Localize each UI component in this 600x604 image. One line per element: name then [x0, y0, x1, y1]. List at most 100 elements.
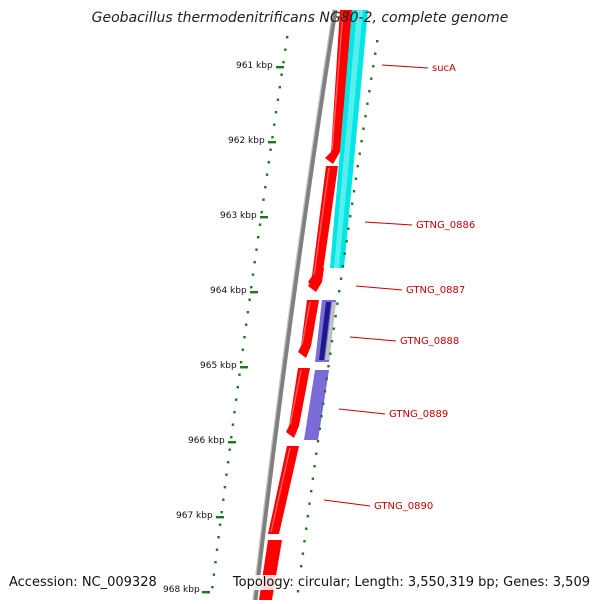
gc-dot: [284, 48, 287, 51]
gene-label-gtng-0886[interactable]: GTNG_0886: [416, 220, 475, 231]
gc-dot: [215, 548, 219, 551]
ruler-tick-964: [250, 291, 258, 294]
gc-dot: [322, 402, 325, 405]
gc-dot: [225, 473, 228, 476]
gc-dot: [236, 386, 239, 389]
gc-dot: [228, 448, 231, 451]
gc-dot: [212, 573, 216, 576]
gc-dot: [217, 536, 220, 539]
feature-gray-sliver: [325, 302, 336, 360]
ruler-label-967: 967 kbp: [176, 511, 213, 521]
feature-cyan-band[interactable]: [330, 10, 368, 268]
gc-dot: [329, 352, 332, 355]
ruler-tick-961: [276, 66, 284, 69]
gc-dot: [214, 561, 217, 564]
gc-dot: [248, 298, 251, 301]
gc-dot: [235, 398, 238, 401]
ruler: 961 kbp 962 kbp 963 kbp 964 kbp 965 kbp …: [163, 61, 284, 595]
gc-dot: [253, 261, 256, 264]
gc-dot: [332, 327, 335, 330]
gc-dot: [300, 565, 303, 568]
topology-text: Topology: circular; Length: 3,550,319 bp…: [232, 575, 590, 590]
ruler-tick-967: [216, 516, 224, 519]
gc-dot: [251, 273, 255, 276]
gc-dot: [230, 436, 233, 439]
gc-dot: [278, 86, 281, 89]
ruler-tick-962: [268, 141, 276, 144]
feature-purple-band-lower[interactable]: [304, 370, 329, 440]
gc-dot: [257, 236, 260, 239]
gc-dot: [341, 265, 345, 268]
gc-dot: [218, 523, 222, 526]
gc-dot: [239, 361, 243, 364]
gc-dot: [222, 498, 225, 501]
leader-line-gtng-0889: [338, 408, 386, 415]
gc-dot: [336, 302, 339, 305]
gc-dot: [351, 202, 354, 205]
gc-dot: [265, 173, 269, 176]
gc-dot: [370, 77, 373, 80]
gc-dot: [368, 90, 371, 93]
ruler-tick-966: [228, 441, 236, 444]
gc-dot: [267, 161, 270, 164]
gc-dot: [255, 248, 258, 251]
cds-feature-gtng-0886[interactable]: [308, 166, 338, 288]
gc-dot: [358, 152, 361, 155]
gene-label-gtng-0890[interactable]: GTNG_0890: [374, 501, 433, 512]
leader-line-gtng-0887: [355, 285, 403, 291]
gc-dot: [282, 61, 285, 64]
accession-text: Accession: NC_009328: [9, 575, 157, 590]
gc-dot: [273, 123, 276, 126]
ruler-label-962: 962 kbp: [228, 136, 265, 146]
gc-dot: [349, 215, 352, 218]
gene-label-gtng-0889[interactable]: GTNG_0889: [389, 409, 448, 420]
ruler-label-963: 963 kbp: [220, 211, 257, 221]
gc-dot: [316, 440, 320, 443]
gc-dot: [305, 527, 308, 530]
gc-dot: [318, 427, 321, 430]
gc-dot: [339, 277, 343, 280]
gc-dot: [258, 223, 262, 226]
gene-labels: sucA GTNG_0886 GTNG_0887 GTNG_0888 GTNG_…: [323, 63, 475, 512]
gc-dot: [315, 452, 318, 455]
cds-feature-gtng-0889[interactable]: [286, 368, 310, 438]
gc-dot: [330, 340, 334, 343]
gene-label-suca[interactable]: sucA: [432, 63, 456, 74]
leader-line-gtng-0890: [323, 499, 371, 507]
gc-dot: [260, 211, 263, 214]
gc-dot: [323, 390, 327, 393]
gc-dot: [276, 98, 280, 101]
ruler-label-961: 961 kbp: [236, 61, 273, 71]
gc-dot: [296, 590, 300, 593]
gc-dot: [262, 198, 265, 201]
gene-label-gtng-0888[interactable]: GTNG_0888: [400, 336, 459, 347]
gc-dot: [352, 190, 356, 193]
leader-line-suca: [381, 64, 429, 69]
gc-dot: [372, 65, 375, 68]
ruler-label-965: 965 kbp: [200, 361, 237, 371]
gc-dot: [245, 323, 248, 326]
gc-dot: [343, 252, 346, 255]
cds-feature-gtng-0890[interactable]: [268, 446, 299, 534]
gc-dot: [233, 411, 236, 414]
cds-forward-track: [259, 10, 352, 600]
gc-dot: [231, 423, 235, 426]
gc-dot: [306, 515, 310, 518]
gc-dot: [313, 465, 316, 468]
gc-dot: [376, 40, 379, 43]
gc-dot: [274, 111, 278, 114]
feature-track: [304, 10, 368, 440]
gc-dot: [356, 165, 359, 168]
gc-dot: [238, 373, 241, 376]
cds-feature-gtng-0888[interactable]: [298, 300, 319, 358]
ruler-tick-968: [202, 591, 210, 594]
gc-dot: [338, 290, 341, 293]
gene-label-gtng-0887[interactable]: GTNG_0887: [406, 285, 465, 296]
genome-backbone: [252, 9, 338, 601]
feature-navy-band[interactable]: [319, 302, 331, 360]
cds-feature-gtng-0887[interactable]: [308, 268, 324, 292]
cds-feature-suca[interactable]: [325, 10, 352, 164]
gc-dot: [211, 586, 214, 589]
